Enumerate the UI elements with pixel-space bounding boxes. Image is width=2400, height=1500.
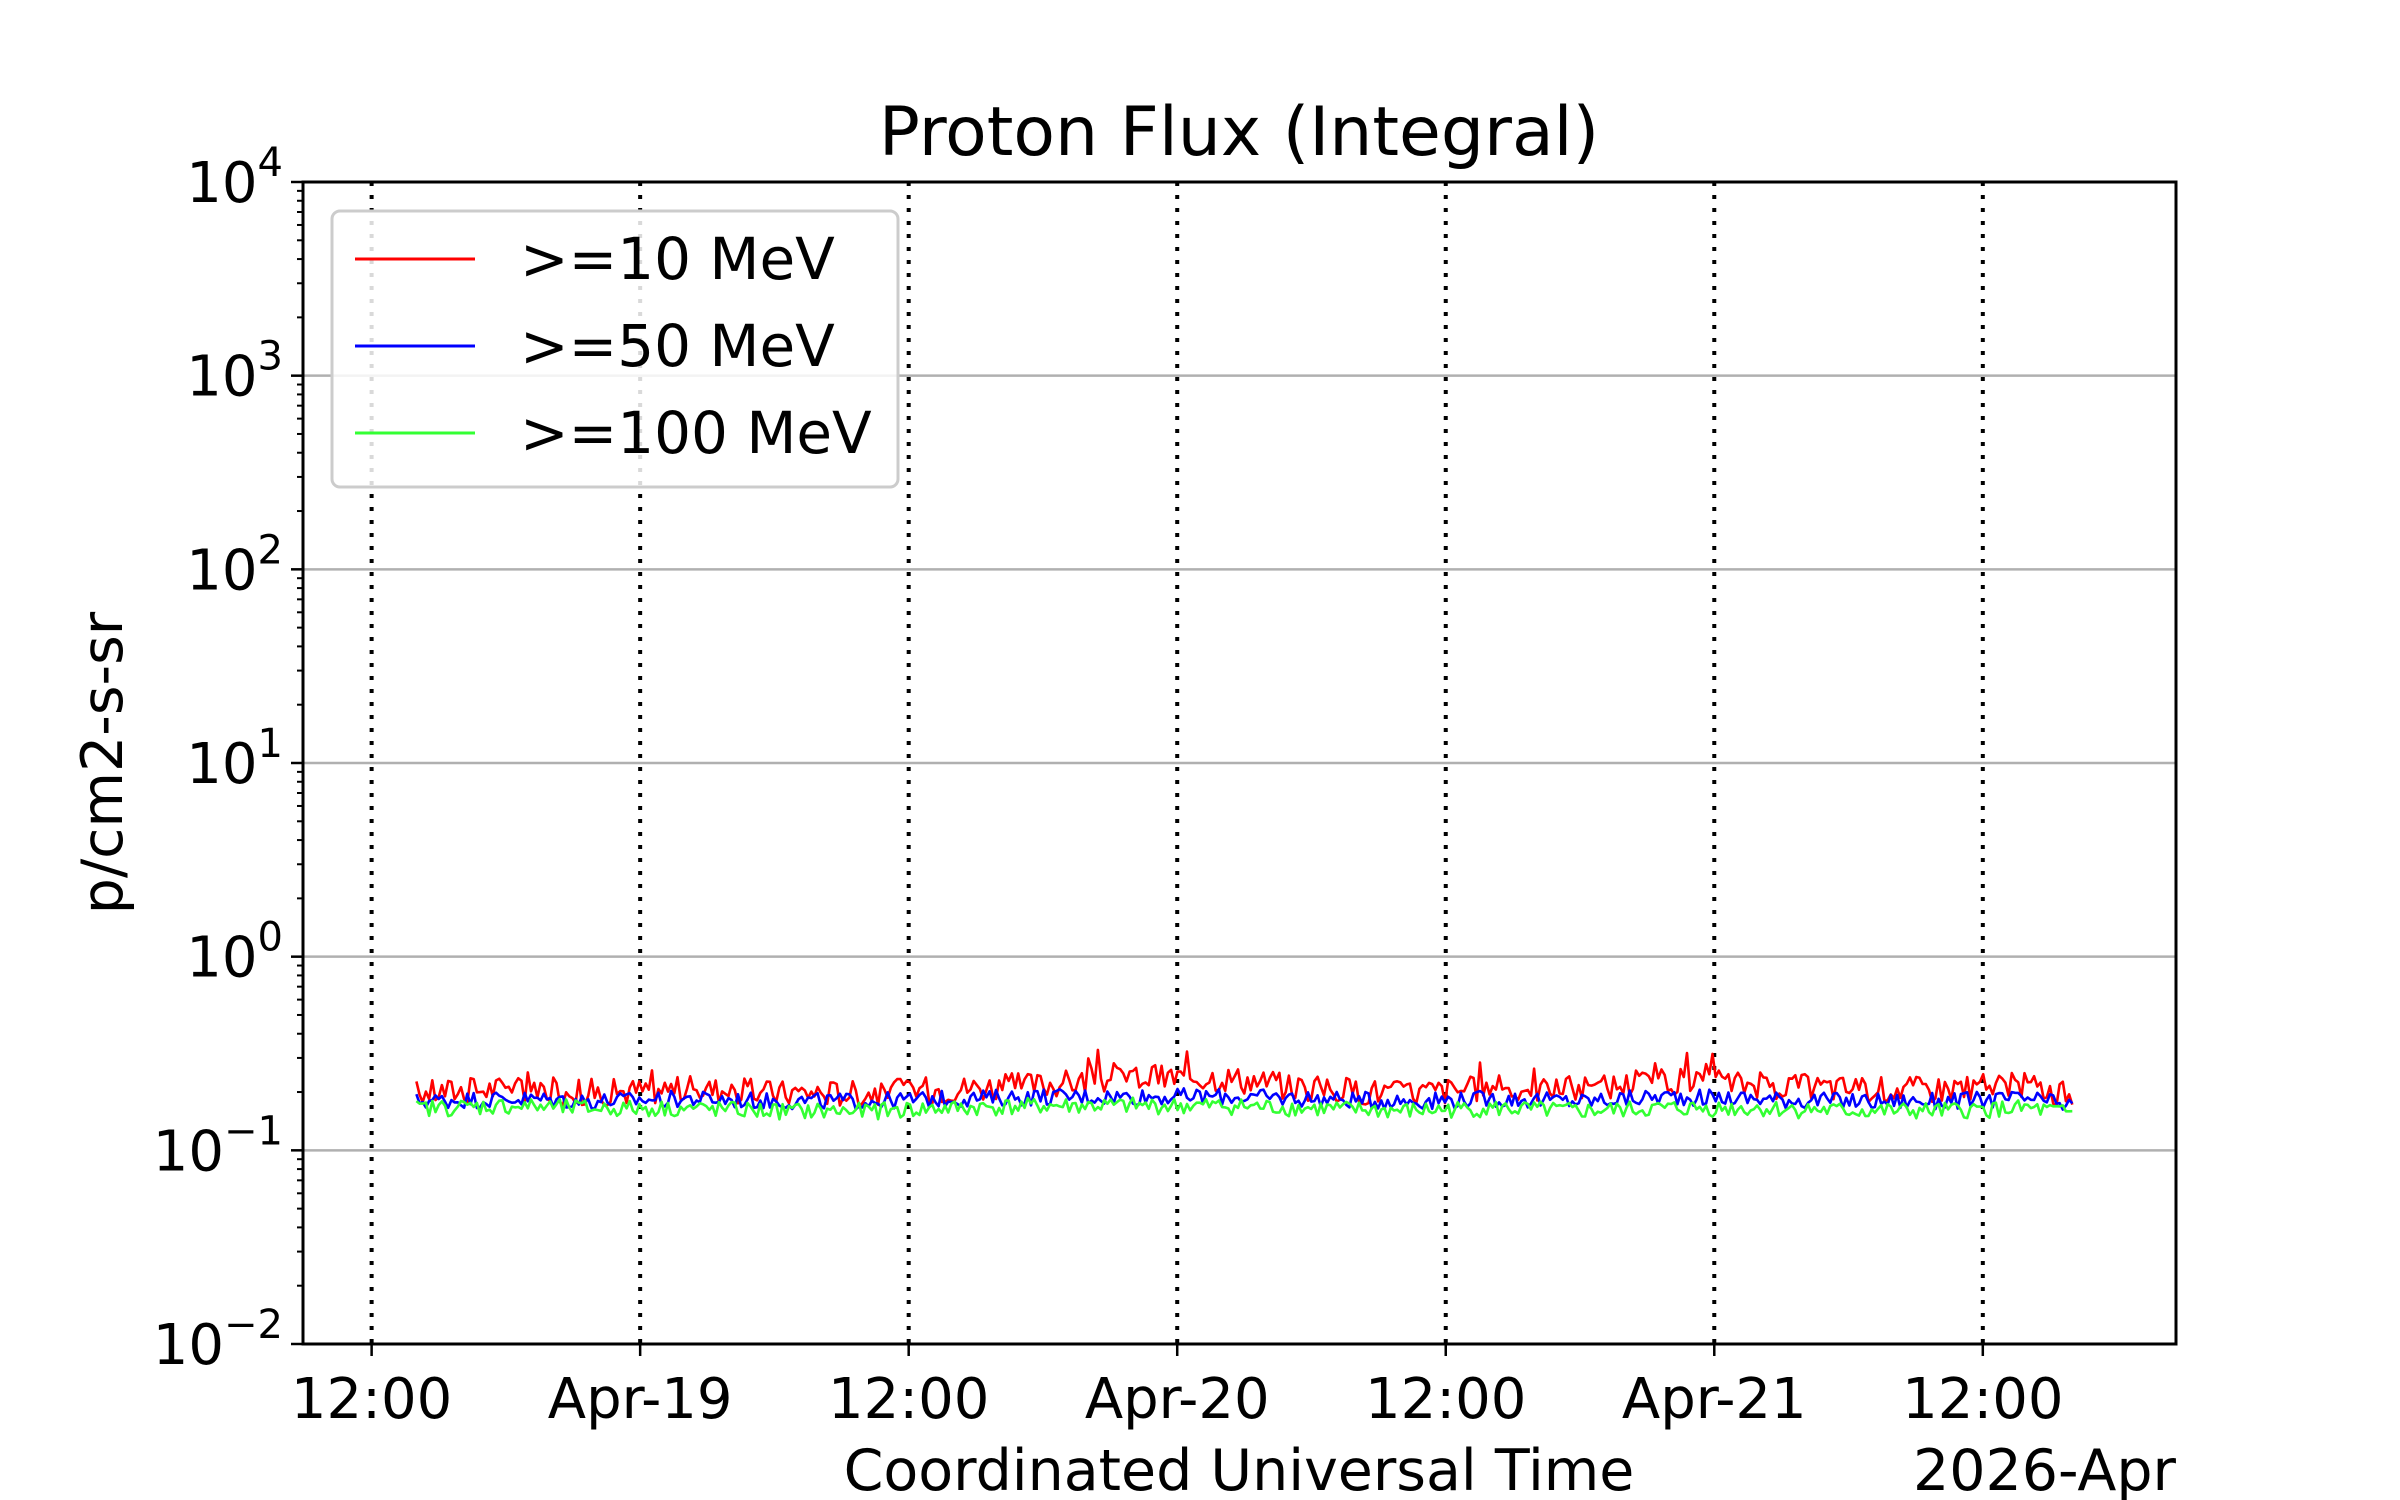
y-tick-label: 100 [186,915,283,991]
series-1 [415,1087,2074,1111]
x-tick-label: Apr-20 [1085,1367,1270,1432]
series-layer [415,1048,2074,1121]
chart-title: Proton Flux (Integral) [879,93,1599,172]
y-tick-label: 10−2 [153,1302,283,1378]
x-tick-label: 12:00 [291,1367,452,1432]
y-axis-label: p/cm2-s-sr [70,611,136,914]
x-tick-label: 12:00 [1365,1367,1526,1432]
series-line-0 [415,1048,2074,1108]
legend-label-50mev: >=50 MeV [520,312,835,380]
x-tick-label: Apr-19 [548,1367,733,1432]
x-tick-label: 12:00 [828,1367,989,1432]
legend-box [330,209,900,489]
x-axis-offset-label: 2026-Apr [1913,1438,2177,1500]
series-0 [415,1048,2074,1108]
series-line-2 [415,1096,2073,1121]
y-tick-label: 101 [186,721,283,797]
x-tick-label: 12:00 [1902,1367,2063,1432]
series-2 [415,1096,2073,1121]
y-tick-label: 104 [186,140,283,216]
x-axis-label: Coordinated Universal Time [844,1438,1635,1500]
legend: >=10 MeV >=50 MeV >=100 MeV [330,209,900,489]
x-tick-label: Apr-21 [1622,1367,1807,1432]
y-tick-label: 102 [186,527,283,603]
tick-layer: 10−2 10−1 100 101 102 103 104 12:00 Apr-19 12:00 A… [153,140,2064,1432]
y-tick-label: 10−1 [153,1108,283,1184]
legend-label-100mev: >=100 MeV [520,399,872,467]
legend-label-10mev: >=10 MeV [520,225,835,293]
series-line-1 [415,1087,2074,1111]
y-tick-label: 103 [186,334,283,410]
